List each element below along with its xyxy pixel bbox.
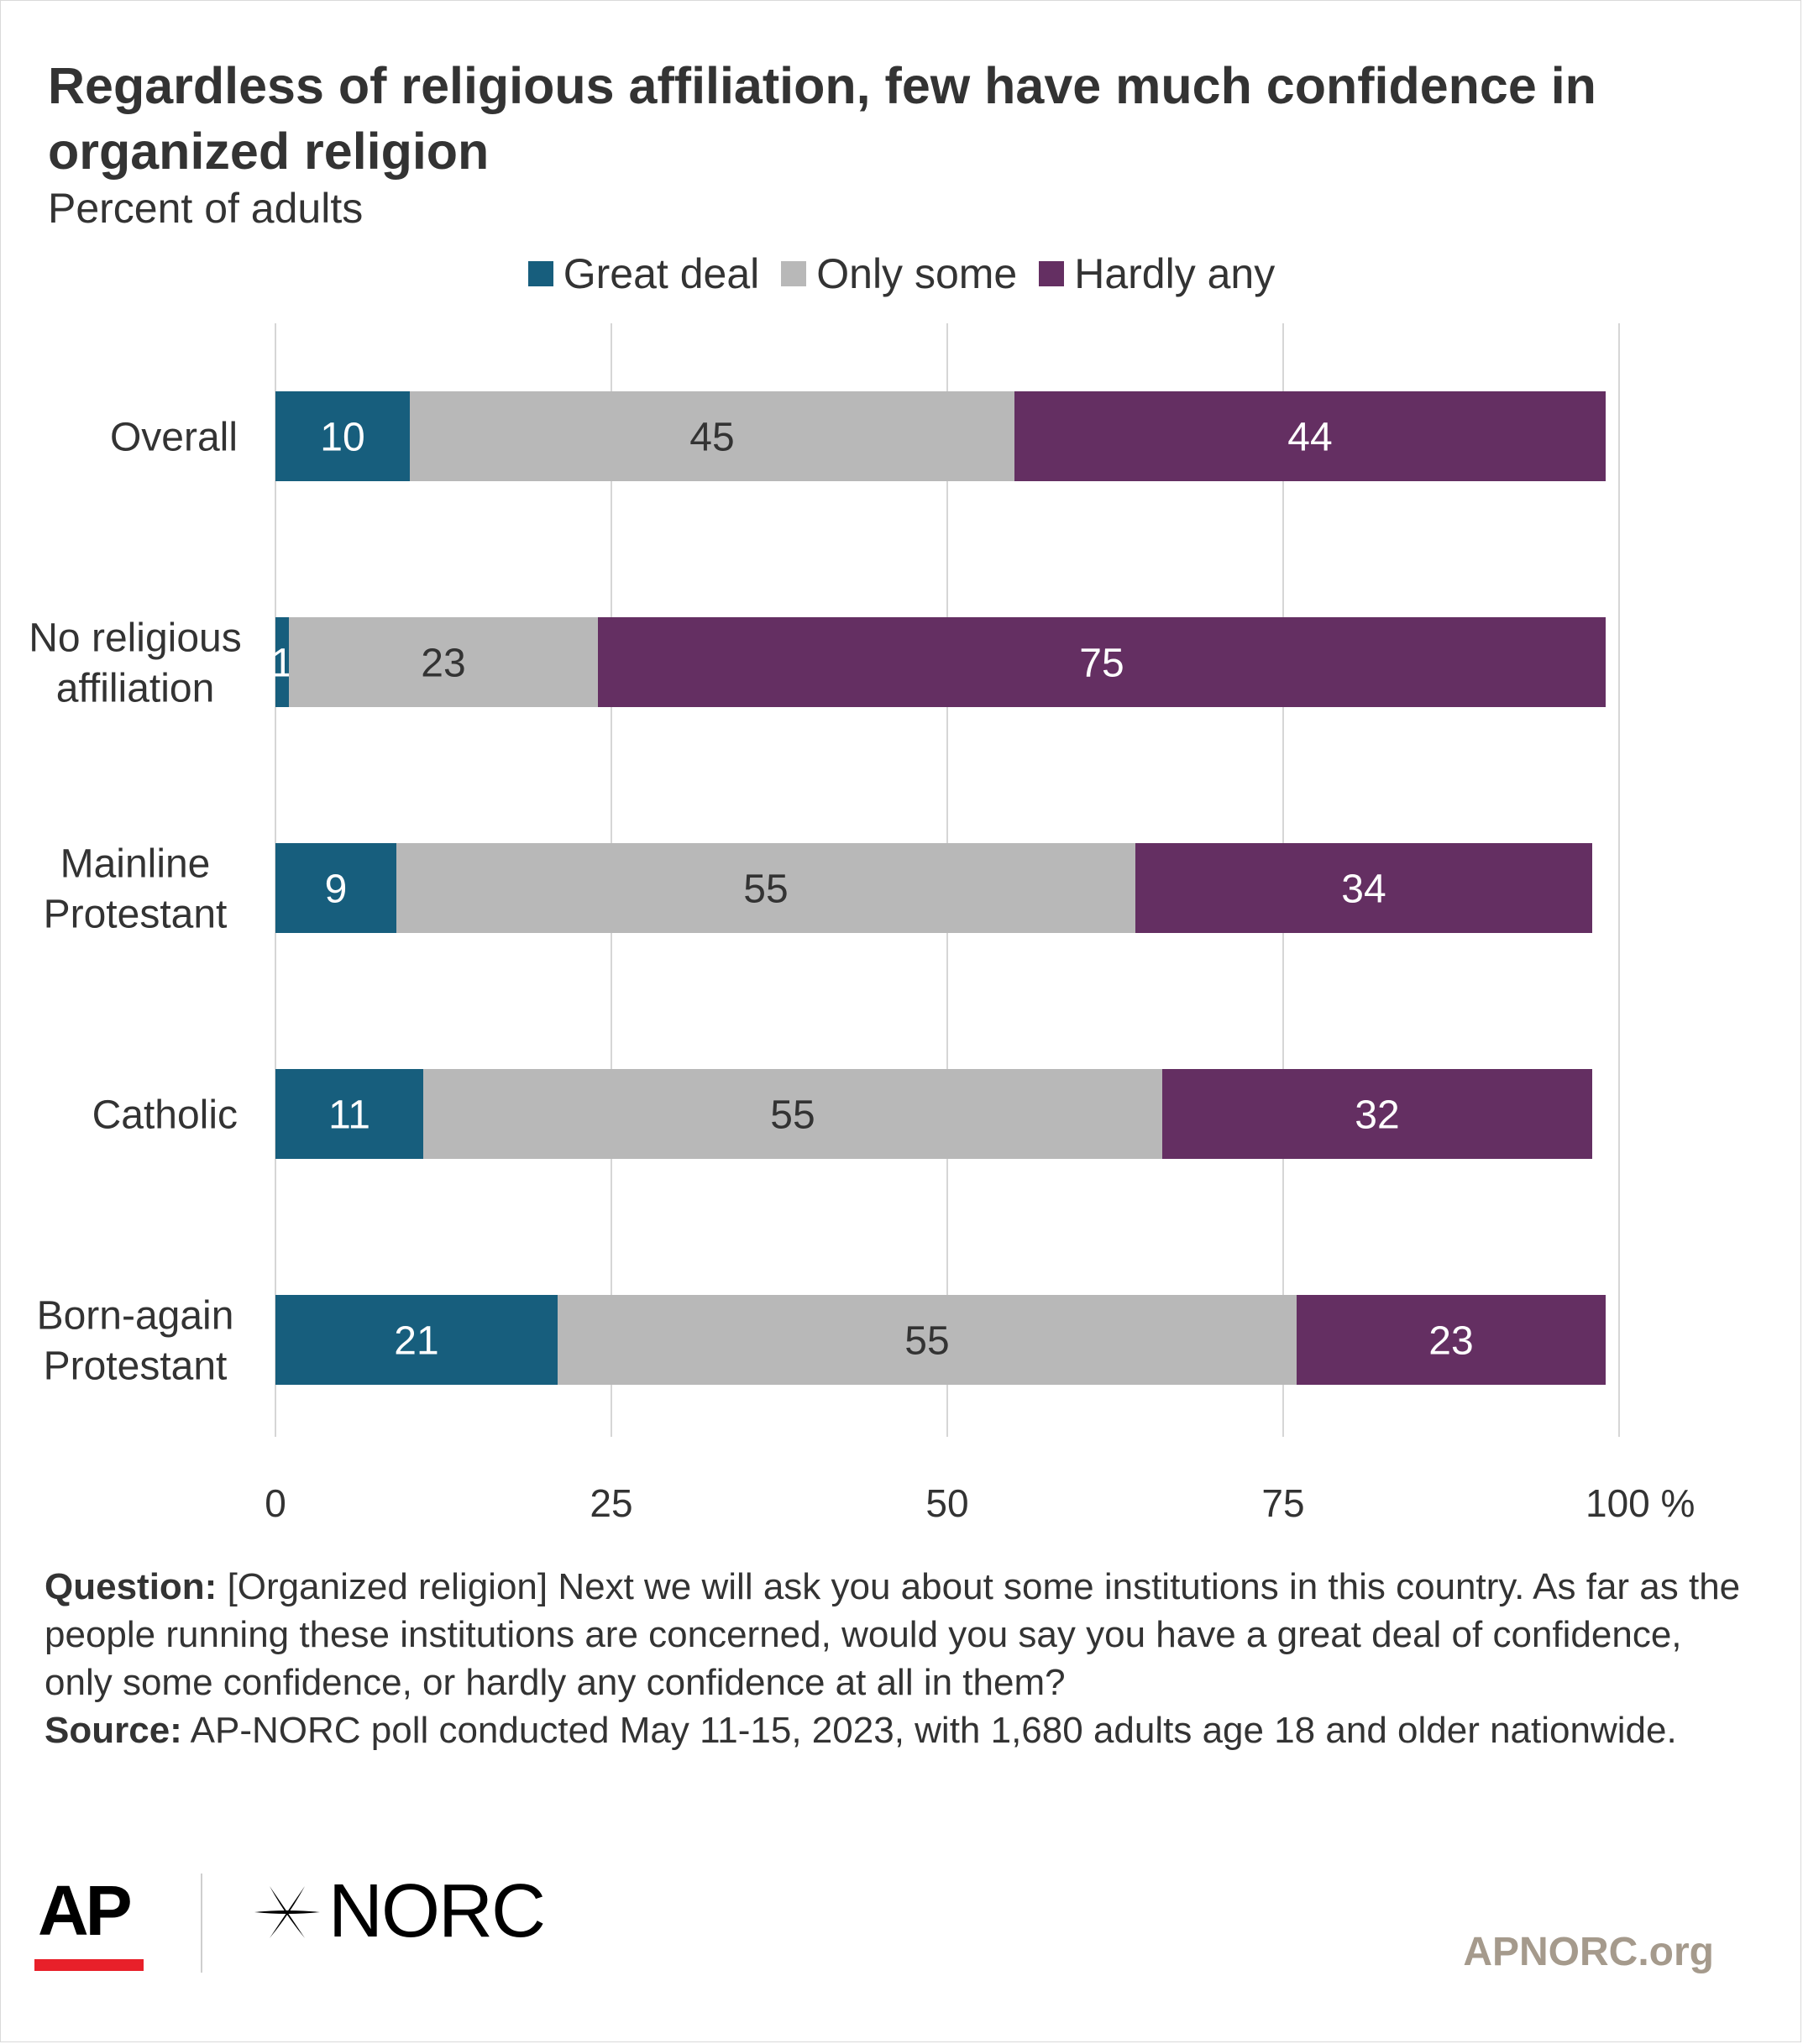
data-label-born-again-protestant-only-some: 55 <box>904 1319 949 1364</box>
bar-mainline-protestant-great-deal <box>275 843 396 933</box>
category-label-no-religious-affiliation-line-2: affiliation <box>56 667 215 711</box>
bar-overall-great-deal <box>275 391 410 481</box>
bar-overall-only-some <box>410 391 1014 481</box>
legend-item-only-some: Only some <box>781 249 1017 298</box>
category-label-catholic: Catholic <box>92 1093 238 1138</box>
x-tick-label-0: 0 <box>265 1481 286 1525</box>
bar-catholic-great-deal <box>275 1069 423 1159</box>
data-label-catholic-only-some: 55 <box>770 1093 815 1138</box>
x-tick-label-50: 50 <box>925 1481 968 1525</box>
bar-mainline-protestant-hardly-any <box>1135 843 1592 933</box>
category-label-overall: Overall <box>110 416 238 460</box>
category-label-mainline-protestant-line-2: Protestant <box>44 893 228 937</box>
bar-born-again-protestant-hardly-any <box>1297 1295 1606 1385</box>
data-label-overall-hardly-any: 44 <box>1287 416 1332 460</box>
stacked-bar-chart: 0 25 50 75 100 % Overall 10 45 44 No religious aff… <box>29 323 1695 1525</box>
bar-born-again-protestant-great-deal <box>275 1295 558 1385</box>
norc-star-icon <box>254 1885 320 1938</box>
data-label-mainline-protestant-only-some: 55 <box>743 867 788 912</box>
question-label: Question: <box>45 1566 218 1607</box>
bar-no-religious-affiliation-hardly-any <box>598 617 1606 707</box>
branding-footer: AP NORC APNORC.org <box>34 1865 1764 1983</box>
norc-logo: NORC <box>251 1868 546 1955</box>
footnote: Question: [Organized religion] Next we w… <box>45 1563 1758 1754</box>
legend-label-only-some: Only some <box>816 250 1018 297</box>
category-label-born-again-protestant-line-2: Protestant <box>44 1344 228 1389</box>
bar-no-religious-affiliation-only-some <box>289 617 598 707</box>
category-label-born-again-protestant-line-1: Born-again <box>37 1294 234 1339</box>
legend-swatch-great-deal <box>527 261 553 286</box>
bar-mainline-protestant-only-some <box>396 843 1135 933</box>
legend-label-hardly-any: Hardly any <box>1074 250 1276 297</box>
norc-logo-text: NORC <box>328 1869 546 1953</box>
bar-no-religious-affiliation-great-deal <box>275 617 289 707</box>
chart-legend: Great deal Only some Hardly any <box>1 249 1802 298</box>
bar-catholic-only-some <box>423 1069 1162 1159</box>
legend-item-great-deal: Great deal <box>527 249 760 298</box>
category-label-no-religious-affiliation-line-1: No religious <box>29 616 241 661</box>
bar-overall-hardly-any <box>1014 391 1606 481</box>
logo-divider <box>201 1874 202 1973</box>
source-label: Source: <box>45 1710 182 1751</box>
x-tick-label-100: 100 % <box>1585 1481 1695 1525</box>
chart-subtitle: Percent of adults <box>48 185 364 232</box>
chart-title: Regardless of religious affiliation, few… <box>48 57 1596 180</box>
legend-swatch-only-some <box>781 261 807 286</box>
bar-catholic-hardly-any <box>1162 1069 1592 1159</box>
ap-logo-underline <box>34 1959 144 1971</box>
x-tick-label-75: 75 <box>1261 1481 1304 1525</box>
legend-swatch-hardly-any <box>1039 261 1065 286</box>
website-link[interactable]: APNORC.org <box>1463 1930 1714 1974</box>
legend-item-hardly-any: Hardly any <box>1039 249 1275 298</box>
legend-label-great-deal: Great deal <box>563 250 760 297</box>
question-text: [Organized religion] Next we will ask yo… <box>45 1566 1741 1703</box>
data-label-overall-only-some: 45 <box>689 416 734 460</box>
data-label-catholic-great-deal: 11 <box>328 1093 370 1138</box>
data-label-born-again-protestant-hardly-any: 23 <box>1428 1319 1473 1364</box>
data-label-overall-great-deal: 10 <box>320 416 364 460</box>
bar-born-again-protestant-only-some <box>558 1295 1297 1385</box>
category-label-mainline-protestant-line-1: Mainline <box>60 842 211 887</box>
data-label-no-religious-affiliation-hardly-any: 75 <box>1079 642 1124 686</box>
x-tick-label-25: 25 <box>590 1481 632 1525</box>
ap-logo: AP <box>38 1871 133 1950</box>
data-label-mainline-protestant-great-deal: 9 <box>325 867 348 912</box>
data-label-mainline-protestant-hardly-any: 34 <box>1341 867 1386 912</box>
data-label-catholic-hardly-any: 32 <box>1355 1093 1399 1138</box>
data-label-no-religious-affiliation-only-some: 23 <box>421 642 465 686</box>
data-label-born-again-protestant-great-deal: 21 <box>394 1319 438 1364</box>
source-text: AP-NORC poll conducted May 11-15, 2023, … <box>190 1710 1677 1751</box>
